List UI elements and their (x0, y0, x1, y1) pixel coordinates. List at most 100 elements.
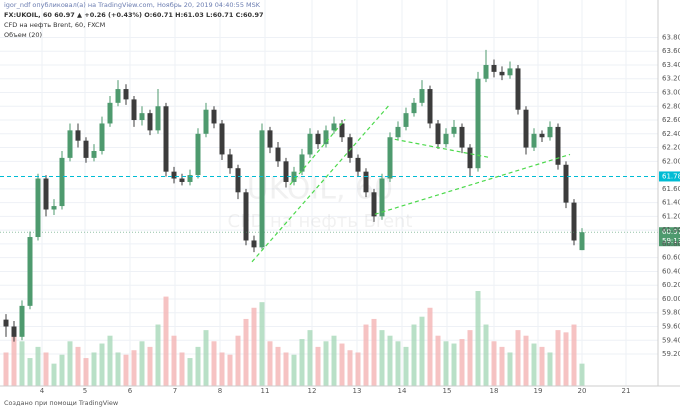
volume-bar (67, 341, 73, 386)
x-tick-label: 18 (490, 387, 499, 395)
candle-body (555, 126, 561, 165)
candle-body (355, 157, 361, 172)
candle-body (411, 102, 417, 114)
volume-bar (531, 343, 537, 386)
volume-bar (379, 330, 385, 386)
candle-body (35, 178, 41, 238)
watermark-name: CFD на нефть Brent (228, 211, 413, 232)
volume-bar (363, 324, 369, 386)
grid (0, 0, 658, 386)
y-tick-label: 62.00 (662, 157, 680, 165)
volume-bar (27, 358, 33, 386)
y-tick-label: 63.40 (662, 61, 680, 69)
y-tick-label: 60.60 (662, 254, 680, 262)
volume-bar (243, 318, 249, 386)
volume-bar (131, 350, 137, 386)
volume-bar (539, 346, 545, 386)
volume-bar (235, 335, 241, 386)
volume (3, 291, 585, 386)
candle-body (403, 113, 409, 127)
candle-body (51, 206, 57, 210)
candle-body (523, 109, 529, 148)
candle-body (379, 178, 385, 217)
volume-bar (115, 352, 121, 386)
x-tick-label: 6 (128, 387, 133, 395)
volume-bar (427, 307, 433, 386)
candle-body (131, 99, 137, 121)
candle-body (467, 147, 473, 169)
volume-bar (515, 330, 521, 386)
candle-body (203, 109, 209, 134)
candle-body (547, 126, 553, 138)
y-tick-label: 59.40 (662, 336, 680, 344)
volume-bar (507, 352, 513, 386)
trend-line (289, 118, 346, 186)
candle-body (83, 140, 89, 158)
volume-bar (459, 339, 465, 386)
candle-body (187, 175, 193, 182)
volume-bar (547, 352, 553, 386)
volume-bar (83, 358, 89, 386)
volume-bar (179, 352, 185, 386)
x-tick-label: 8 (218, 387, 222, 395)
candle-body (267, 130, 273, 148)
volume-bar (171, 335, 177, 386)
volume-bar (291, 354, 297, 386)
candle-body (67, 130, 73, 158)
candle-body (123, 89, 129, 100)
candle-body (323, 130, 329, 145)
volume-bar (347, 350, 353, 386)
candle-body (155, 106, 161, 131)
candle-body (563, 164, 569, 203)
volume-bar (187, 358, 193, 386)
volume-bar (435, 335, 441, 386)
y-tick-label: 59.80 (662, 309, 680, 317)
candle-body (395, 126, 401, 138)
x-tick-label: 4 (40, 387, 45, 395)
volume-bar (299, 339, 305, 386)
last-price-bg (659, 227, 680, 247)
volume-bar (59, 354, 65, 386)
y-tick-label: 63.60 (662, 47, 680, 55)
volume-bar (139, 341, 145, 386)
y-tick-label: 60.40 (662, 267, 680, 275)
candle-body (219, 123, 225, 155)
hline-label-bg (659, 171, 680, 182)
volume-bar (91, 352, 97, 386)
candle-body (451, 126, 457, 134)
candle-body (139, 113, 145, 121)
volume-bar (563, 332, 569, 386)
volume-bar (483, 324, 489, 386)
volume-bar (11, 335, 17, 386)
candle-body (283, 161, 289, 182)
volume-bar (499, 346, 505, 386)
candle-body (307, 133, 313, 155)
candle-body (459, 126, 465, 148)
candle-body (483, 64, 489, 79)
volume-bar (395, 341, 401, 386)
volume-indicator: Объем (20) (4, 31, 42, 39)
y-tick-label: 59.60 (662, 323, 680, 331)
volume-bar (123, 354, 129, 386)
candle-body (387, 137, 393, 179)
candle-body (539, 133, 545, 138)
volume-bar (411, 324, 417, 386)
candle-body (147, 113, 153, 131)
volume-bar (307, 330, 313, 386)
volume-bar (387, 335, 393, 386)
candle-body (531, 133, 537, 148)
candle-body (579, 232, 585, 251)
y-tick-label: 61.00 (662, 226, 680, 234)
y-tick-label: 60.00 (662, 295, 680, 303)
x-tick-label: 14 (398, 387, 407, 395)
volume-bar (371, 318, 377, 386)
candle-body (339, 123, 345, 138)
watermark-symbol: UKOIL, 60 (247, 172, 393, 207)
volume-bar (275, 346, 281, 386)
x-tick-label: 5 (83, 387, 87, 395)
volume-bar (203, 330, 209, 386)
hline-label: 61.78 (662, 172, 680, 180)
candles (3, 49, 585, 342)
